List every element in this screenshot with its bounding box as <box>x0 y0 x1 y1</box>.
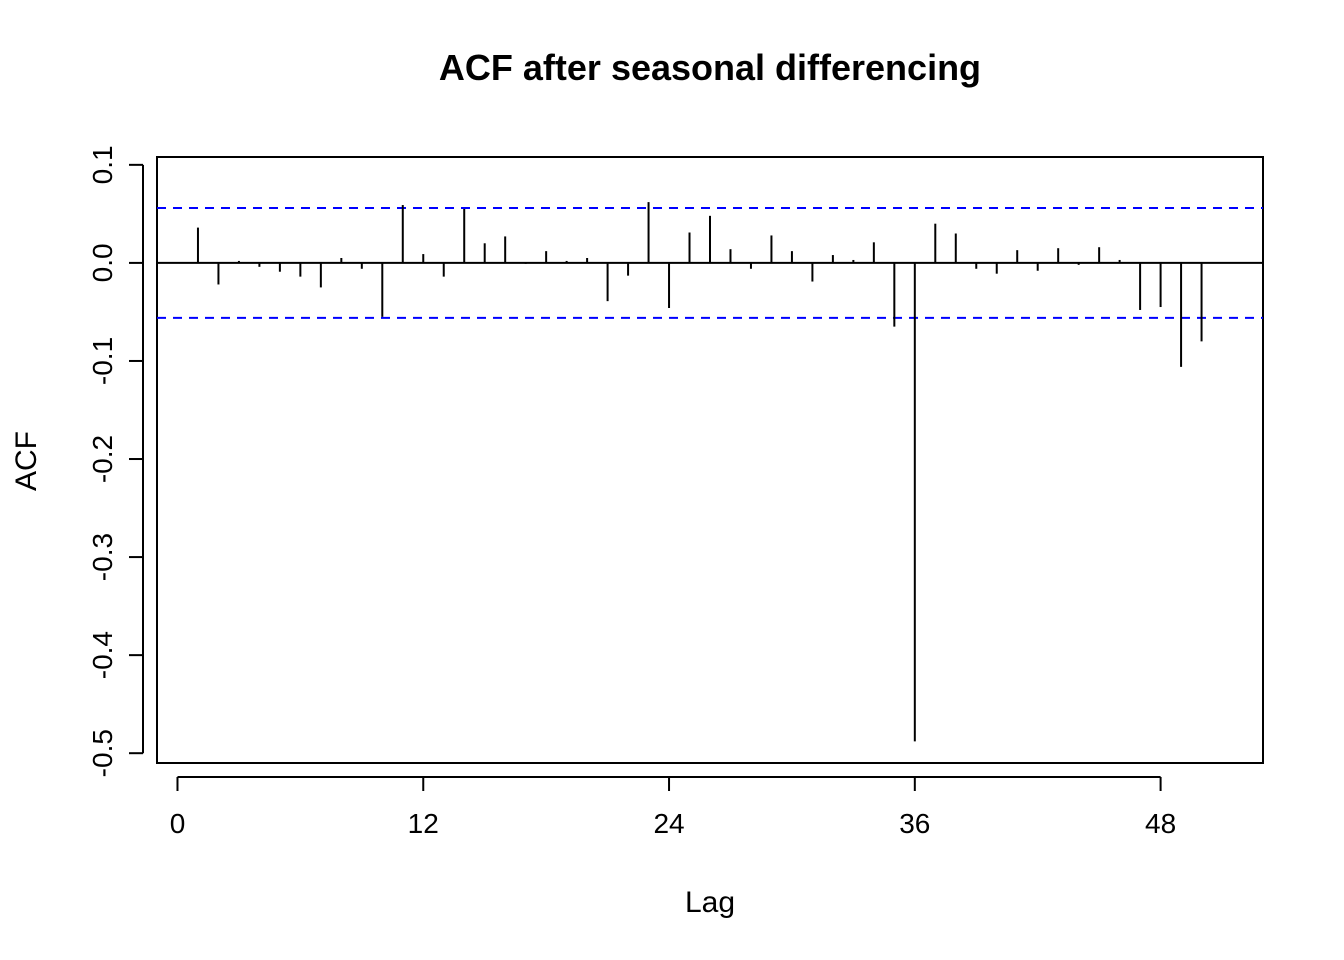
y-tick-label: 0.1 <box>87 145 118 184</box>
x-tick-label: 36 <box>899 808 930 839</box>
y-axis: -0.5 -0.4 -0.3 -0.2 -0.1 0.0 0.1 <box>87 145 144 777</box>
y-tick-label: -0.3 <box>87 533 118 581</box>
x-axis-label: Lag <box>685 886 735 919</box>
x-tick-label: 0 <box>170 808 186 839</box>
x-axis: 0 12 24 36 48 <box>170 776 1176 839</box>
acf-bars <box>196 202 1203 742</box>
y-tick-label: -0.5 <box>87 729 118 777</box>
y-axis-label: ACF <box>10 431 43 491</box>
plot-frame <box>156 156 1264 764</box>
x-tick-label: 12 <box>408 808 439 839</box>
y-tick-label: -0.4 <box>87 631 118 679</box>
confidence-bounds <box>157 206 1263 319</box>
y-tick-label: -0.2 <box>87 435 118 483</box>
x-tick-label: 48 <box>1145 808 1176 839</box>
x-tick-label: 24 <box>653 808 684 839</box>
chart-title: ACF after seasonal differencing <box>439 47 981 88</box>
y-tick-label: 0.0 <box>87 243 118 282</box>
y-tick-label: -0.1 <box>87 337 118 385</box>
